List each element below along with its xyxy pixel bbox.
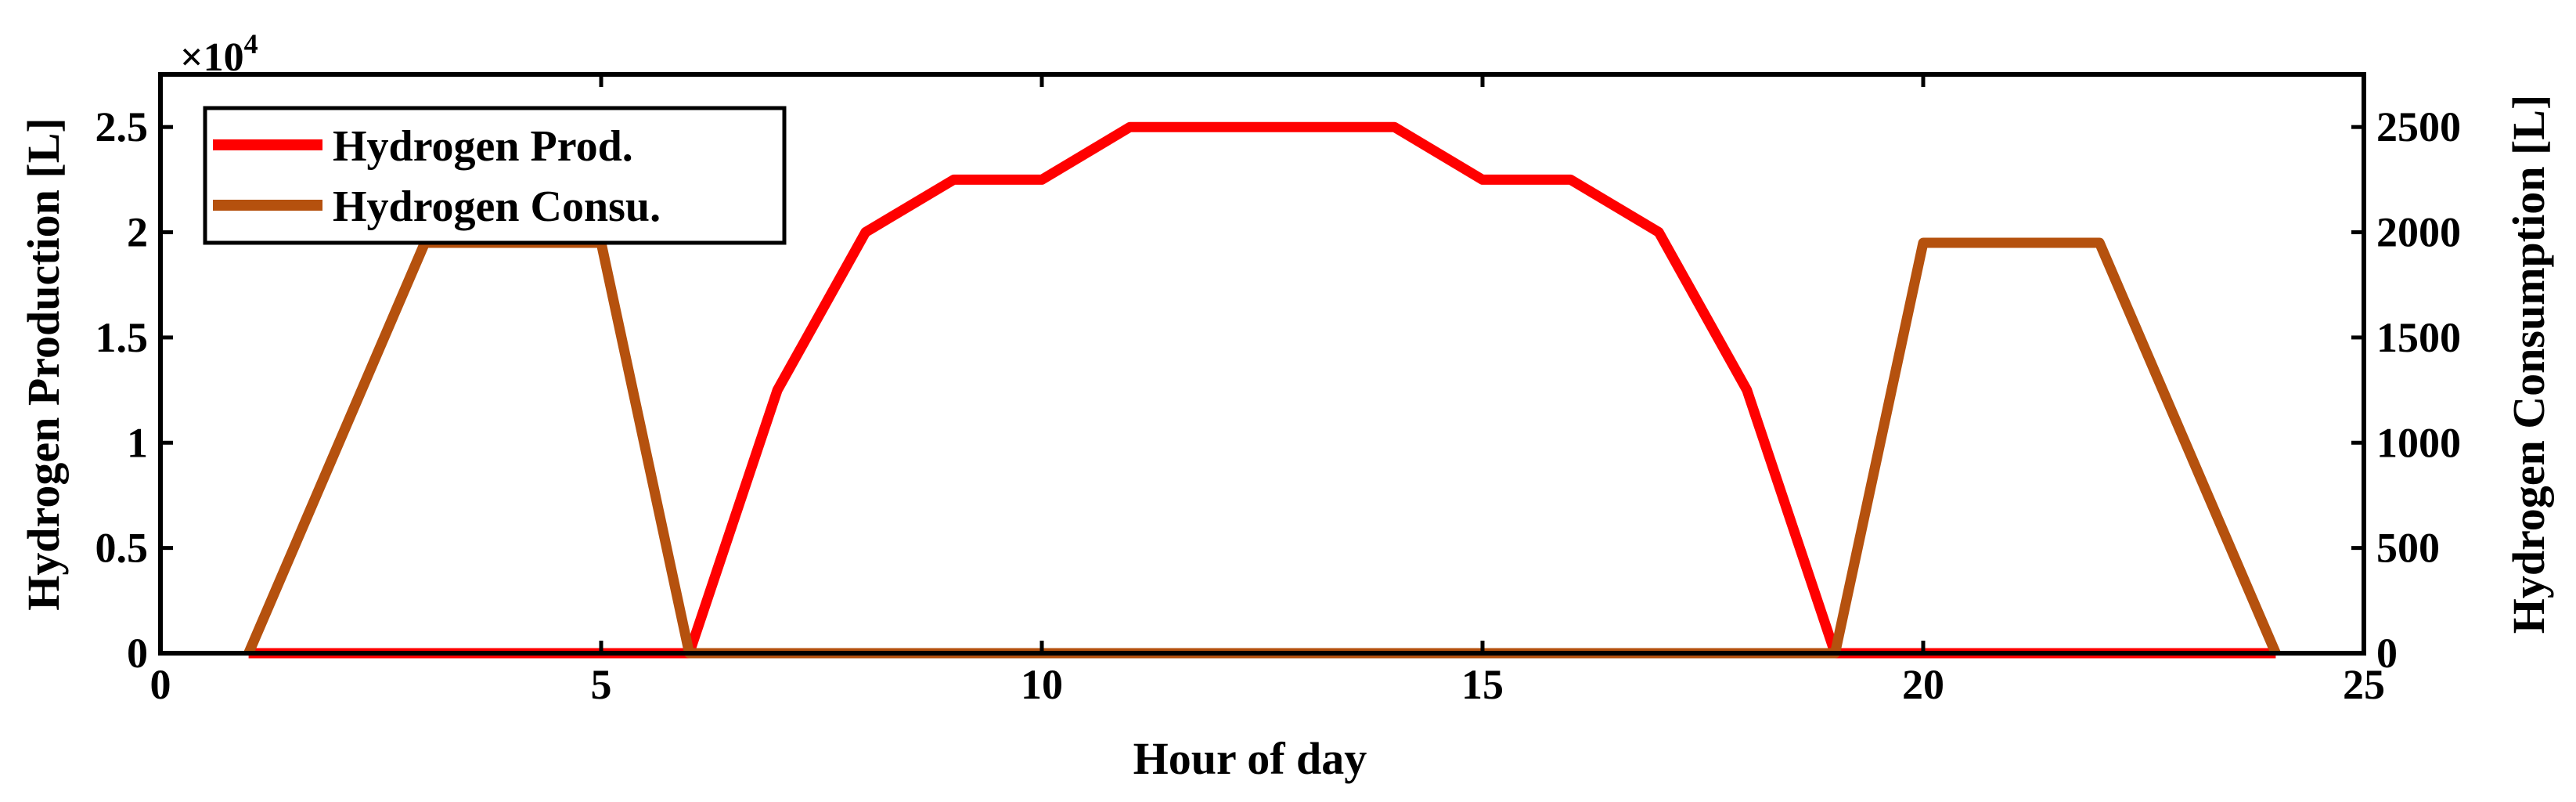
x-tick-label: 20 (1902, 661, 1944, 708)
ticks-layer: 0 5 10 15 20 2500.511.522.5050010001500200025… (95, 74, 2461, 708)
y-left-tick-label: 0 (127, 630, 148, 677)
y-axis-right-label: Hydrogen Consumption [L] (2503, 95, 2554, 634)
legend: Hydrogen Prod. Hydrogen Consu. (203, 106, 787, 245)
x-tick-label: 10 (1021, 661, 1063, 708)
y-left-tick-label: 2 (127, 209, 148, 256)
y-axis-left-label: Hydrogen Production [L] (18, 117, 69, 610)
y-right-tick-label: 0 (2376, 630, 2398, 677)
y-left-tick-label: 1.5 (95, 314, 149, 361)
x-tick-label: 15 (1461, 661, 1504, 708)
y-right-tick-label: 1000 (2376, 419, 2461, 466)
left-axis-multiplier: ×104 (180, 28, 258, 80)
multiplier-base: ×10 (180, 35, 244, 80)
legend-label-consu: Hydrogen Consu. (333, 182, 661, 231)
plot-frame (158, 72, 2366, 656)
y-right-tick-label: 2500 (2376, 103, 2461, 150)
y-right-tick-label: 1500 (2376, 314, 2461, 361)
legend-label-prod: Hydrogen Prod. (333, 122, 633, 171)
y-right-tick-label: 500 (2376, 525, 2440, 572)
y-right-tick-label: 2000 (2376, 209, 2461, 256)
x-tick-label: 5 (591, 661, 612, 708)
multiplier-exponent: 4 (244, 28, 258, 60)
legend-box (203, 106, 787, 245)
y-left-tick-label: 1 (127, 419, 148, 466)
y-left-tick-label: 2.5 (95, 103, 149, 150)
y-left-tick-label: 0.5 (95, 525, 149, 572)
x-tick-label: 25 (2343, 661, 2385, 708)
x-tick-label: 0 (150, 661, 171, 708)
series-line-hydrogen-consu (243, 237, 2281, 659)
x-axis-label: Hour of day (1133, 733, 1367, 784)
